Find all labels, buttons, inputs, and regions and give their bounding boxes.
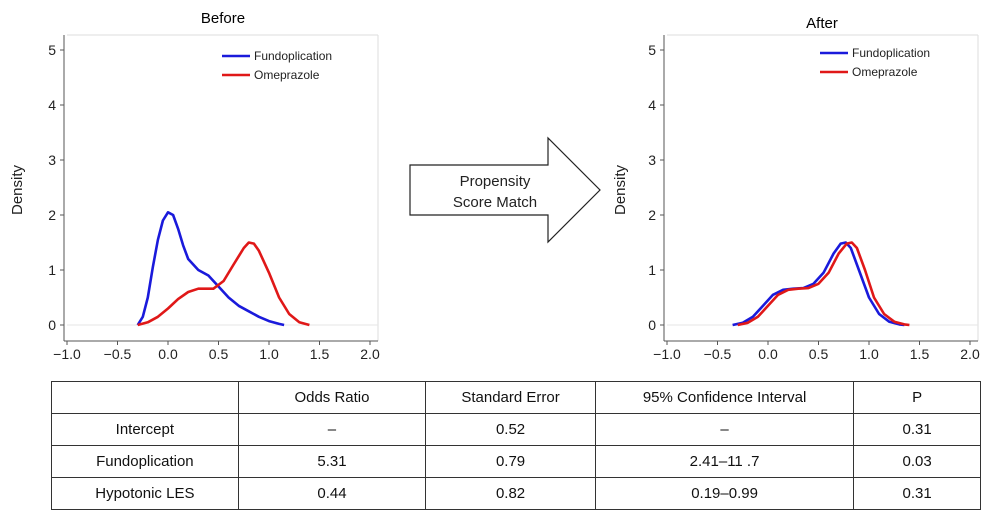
figure-canvas: 0 1 2 3 4 5 −1.0 −0.5 0.0 0.5 1.0 1.5 2.0 Density Befo… [9, 10, 980, 362]
x-tick-label: 0.0 [158, 346, 178, 362]
before-panel-title: Before [201, 10, 245, 27]
table-cell: 0.79 [425, 445, 596, 478]
table-cell: 0.03 [853, 445, 981, 478]
y-tick-label: 5 [648, 42, 656, 58]
x-tick-label: 2.0 [360, 346, 380, 362]
y-tick-label: 2 [648, 207, 656, 223]
table-row: Intercept – 0.52 – 0.31 [51, 413, 981, 446]
table-cell: 0.31 [853, 413, 981, 446]
legend-label: Fundoplication [254, 49, 332, 63]
y-axis-title: Density [9, 164, 26, 215]
header-cell: Odds Ratio [237, 381, 427, 414]
x-tick-label: 1.5 [310, 346, 330, 362]
x-tick-label: −0.5 [104, 346, 132, 362]
x-tick-label: 1.0 [259, 346, 279, 362]
table-cell: 0.19–0.99 [594, 477, 855, 510]
series-line-fundoplication [732, 241, 905, 327]
y-tick-label: 4 [48, 97, 56, 113]
series-line-omeprazole [737, 241, 910, 327]
legend-label: Omeprazole [852, 65, 918, 79]
series-line-fundoplication [136, 211, 285, 327]
y-tick-label: 2 [48, 207, 56, 223]
y-tick-label: 3 [648, 152, 656, 168]
x-tick-label: −0.5 [704, 346, 732, 362]
header-cell: 95% Confidence Interval [594, 381, 855, 414]
arrow-label-line2: Score Match [453, 194, 537, 211]
x-tick-label: 0.5 [209, 346, 229, 362]
table-cell: 0.52 [425, 413, 596, 446]
x-tick-label: 1.5 [910, 346, 930, 362]
y-tick-label: 5 [48, 42, 56, 58]
y-tick-label: 4 [648, 97, 656, 113]
y-tick-label: 1 [648, 262, 656, 278]
arrow-label-line1: Propensity [460, 173, 531, 190]
table-cell: Hypotonic LES [51, 477, 239, 510]
regression-table: Odds Ratio Standard Error 95% Confidence… [51, 381, 981, 510]
x-tick-label: 2.0 [960, 346, 980, 362]
y-tick-label: 1 [48, 262, 56, 278]
arrow-shape [409, 136, 601, 244]
y-tick-label: 0 [48, 317, 56, 333]
header-cell [51, 381, 239, 414]
header-cell: P [853, 381, 981, 414]
table-cell: 0.44 [237, 477, 427, 510]
table-cell: – [594, 413, 855, 446]
propensity-score-match-arrow: Propensity Score Match [409, 136, 601, 244]
after-panel-title: After [806, 15, 838, 32]
series-line-omeprazole [137, 241, 310, 327]
x-tick-label: 0.0 [758, 346, 778, 362]
x-tick-label: −1.0 [53, 346, 81, 362]
table-cell: – [237, 413, 427, 446]
y-axis-title: Density [612, 164, 629, 215]
table-cell: 0.31 [853, 477, 981, 510]
after-density-plot: 0 1 2 3 4 5 −1.0 −0.5 0.0 0.5 1.0 1.5 2.0 Density Afte… [612, 15, 980, 362]
y-tick-label: 3 [48, 152, 56, 168]
x-tick-label: 1.0 [859, 346, 879, 362]
x-tick-label: 0.5 [809, 346, 829, 362]
legend-label: Omeprazole [254, 68, 320, 82]
table-header-row: Odds Ratio Standard Error 95% Confidence… [51, 381, 981, 414]
before-density-plot: 0 1 2 3 4 5 −1.0 −0.5 0.0 0.5 1.0 1.5 2.0 Density Befo… [9, 10, 380, 362]
legend-label: Fundoplication [852, 46, 930, 60]
y-tick-label: 0 [648, 317, 656, 333]
table-cell: Fundoplication [51, 445, 239, 478]
table-cell: 2.41–11 .7 [594, 445, 855, 478]
table-row: Hypotonic LES 0.44 0.82 0.19–0.99 0.31 [51, 477, 981, 510]
table-cell: Intercept [51, 413, 239, 446]
table-cell: 0.82 [425, 477, 596, 510]
table-row: Fundoplication 5.31 0.79 2.41–11 .7 0.03 [51, 445, 981, 478]
x-tick-label: −1.0 [653, 346, 681, 362]
header-cell: Standard Error [425, 381, 596, 414]
table-cell: 5.31 [237, 445, 427, 478]
